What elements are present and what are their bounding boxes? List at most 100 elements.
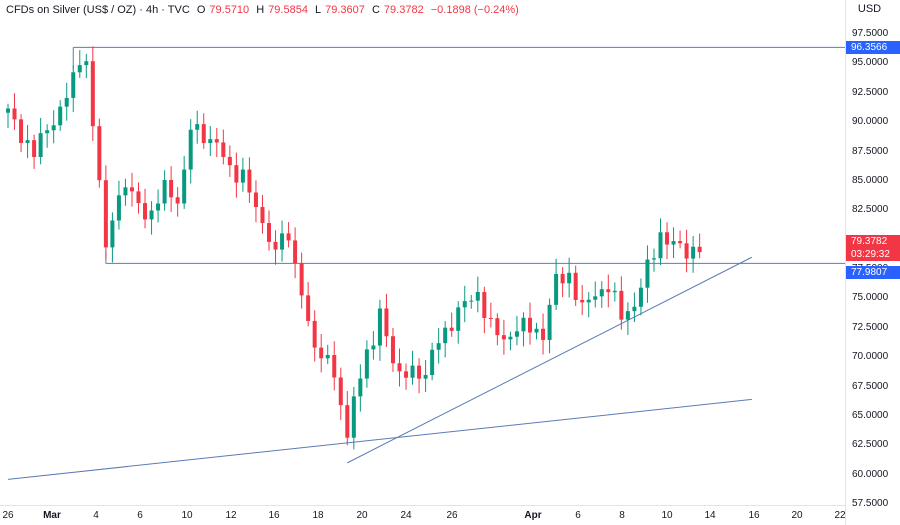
- price-tick-label: 65.0000: [852, 409, 889, 421]
- candle-body: [306, 295, 311, 321]
- candle-body: [45, 130, 50, 134]
- candle-body: [397, 363, 402, 372]
- candle-body: [371, 345, 376, 350]
- candle-body: [195, 124, 200, 130]
- price-tick-label: 90.0000: [852, 116, 889, 128]
- candle-body: [645, 259, 650, 288]
- candle-body: [143, 203, 148, 220]
- price-tick-label: 57.5000: [852, 498, 889, 509]
- price-tick-label: 95.0000: [852, 57, 889, 69]
- candle-body: [475, 291, 480, 301]
- candle-body: [345, 405, 350, 438]
- candle-body: [227, 156, 232, 166]
- candle-body: [430, 349, 435, 376]
- candle-body: [488, 317, 493, 319]
- candle-body: [267, 223, 271, 242]
- candle-body: [175, 197, 180, 204]
- candle-body: [456, 307, 461, 331]
- candle-body: [84, 61, 89, 66]
- time-tick-label: 16: [268, 510, 280, 521]
- high-value: 79.5854: [268, 4, 308, 16]
- candle-body: [390, 336, 395, 364]
- price-tick-label: 62.5000: [852, 439, 889, 451]
- candle-body: [71, 72, 76, 98]
- price-tick-label: 87.5000: [852, 145, 889, 157]
- time-tick-label: 4: [93, 510, 99, 521]
- candle-body: [19, 119, 24, 143]
- candle-body: [149, 210, 154, 220]
- candle-body: [606, 289, 611, 293]
- trendline-2: [347, 256, 753, 464]
- candle-body: [697, 246, 702, 253]
- candle-body: [208, 139, 213, 144]
- candle-body: [25, 140, 30, 143]
- candle-body: [404, 371, 409, 378]
- chart-header: CFDs on Silver (US$ / OZ) · 4h · TVC O 79…: [6, 4, 523, 16]
- low-key: L: [315, 4, 322, 16]
- candle-body: [501, 335, 506, 340]
- candle-body: [129, 187, 134, 192]
- price-tick-label: 92.5000: [852, 86, 889, 98]
- candle-body: [358, 378, 363, 397]
- time-tick-label: 20: [356, 510, 368, 521]
- candle-body: [593, 296, 598, 300]
- open-value: 79.5710: [209, 4, 250, 16]
- last-price-tag: 79.3782: [846, 234, 900, 248]
- candle-body: [260, 207, 265, 224]
- trendline-1: [7, 398, 752, 480]
- price-tick-label: 67.5000: [852, 380, 889, 392]
- price-axis[interactable]: USD 97.5000 95.0000 92.5000 90.0000 87.5000 8…: [845, 0, 900, 525]
- candle-body: [201, 124, 206, 144]
- candle-body: [573, 272, 578, 300]
- time-tick-label: 18: [312, 510, 324, 521]
- candle-body: [188, 129, 193, 170]
- time-tick-label: 6: [575, 510, 581, 521]
- candle-body: [482, 291, 487, 318]
- support-price-tag: 77.9807: [846, 266, 900, 280]
- candle-body: [560, 273, 565, 284]
- price-tick-label: 60.0000: [852, 468, 889, 480]
- chart-area[interactable]: CFDs on Silver (US$ / OZ) · 4h · TVC O 79…: [0, 0, 845, 505]
- currency-label[interactable]: USD: [857, 3, 882, 15]
- resistance-price-tag: 96.3566: [846, 41, 900, 55]
- time-tick-label: Apr: [524, 510, 542, 521]
- candle-body: [612, 290, 617, 293]
- candle-body: [671, 241, 676, 245]
- price-tick-label: 82.5000: [852, 204, 889, 216]
- candle-body: [580, 299, 585, 303]
- candle-body: [436, 343, 441, 350]
- time-axis[interactable]: 26 Mar 4 6 10 12 16 18 20 24 26 Apr 6 8 10 14 16 20 22: [0, 505, 846, 525]
- candle-body: [586, 299, 591, 303]
- time-tick-label: 26: [2, 510, 14, 521]
- candle-body: [90, 61, 95, 127]
- candle-body: [554, 273, 559, 305]
- candle-body: [123, 187, 128, 196]
- candle-body: [423, 375, 428, 379]
- price-chart[interactable]: [0, 0, 845, 505]
- candle-body: [51, 125, 56, 131]
- symbol-label[interactable]: CFDs on Silver (US$ / OZ) · 4h · TVC: [6, 4, 190, 16]
- time-tick-label: 10: [661, 510, 673, 521]
- close-value: 79.3782: [383, 4, 424, 16]
- candle-body: [678, 241, 683, 244]
- candle-body: [32, 140, 37, 158]
- candle-body: [156, 203, 161, 211]
- candle-body: [443, 327, 448, 344]
- candle-body: [514, 331, 519, 337]
- open-key: O: [196, 4, 206, 16]
- candle-body: [280, 233, 285, 250]
- time-tick-label: 6: [137, 510, 143, 521]
- candle-body: [325, 355, 330, 359]
- candle-body: [364, 349, 369, 379]
- close-key: C: [371, 4, 380, 16]
- candle-body: [534, 328, 539, 333]
- candle-body: [462, 301, 467, 308]
- candle-body: [64, 97, 69, 107]
- low-value: 79.3607: [325, 4, 365, 16]
- candle-body: [253, 192, 258, 208]
- candle-body: [234, 165, 239, 183]
- candle-body: [312, 320, 317, 348]
- candle-body: [377, 308, 382, 346]
- candle-body: [541, 328, 546, 340]
- time-tick-label: 22: [834, 510, 846, 521]
